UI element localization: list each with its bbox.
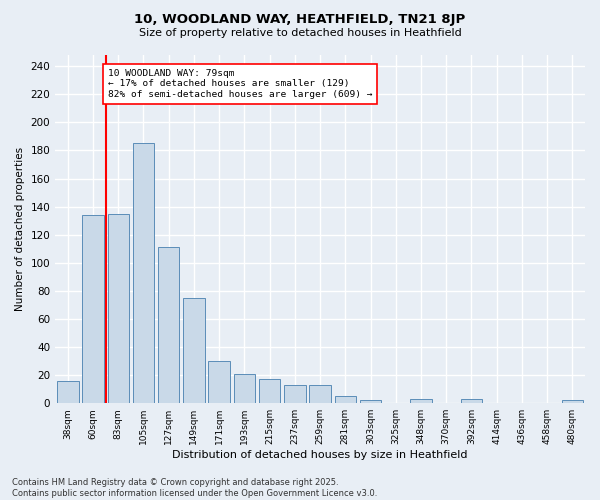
- Bar: [461, 399, 482, 403]
- Bar: [310, 385, 331, 403]
- Bar: [183, 298, 205, 403]
- Y-axis label: Number of detached properties: Number of detached properties: [15, 147, 25, 311]
- Bar: [360, 400, 381, 403]
- Bar: [259, 380, 280, 403]
- Bar: [133, 144, 154, 403]
- Bar: [107, 214, 129, 403]
- Text: 10 WOODLAND WAY: 79sqm
← 17% of detached houses are smaller (129)
82% of semi-de: 10 WOODLAND WAY: 79sqm ← 17% of detached…: [108, 69, 373, 99]
- Text: 10, WOODLAND WAY, HEATHFIELD, TN21 8JP: 10, WOODLAND WAY, HEATHFIELD, TN21 8JP: [134, 12, 466, 26]
- Bar: [562, 400, 583, 403]
- Bar: [233, 374, 255, 403]
- Bar: [335, 396, 356, 403]
- Bar: [284, 385, 305, 403]
- Bar: [57, 380, 79, 403]
- X-axis label: Distribution of detached houses by size in Heathfield: Distribution of detached houses by size …: [172, 450, 468, 460]
- Bar: [158, 248, 179, 403]
- Text: Contains HM Land Registry data © Crown copyright and database right 2025.
Contai: Contains HM Land Registry data © Crown c…: [12, 478, 377, 498]
- Bar: [410, 399, 432, 403]
- Text: Size of property relative to detached houses in Heathfield: Size of property relative to detached ho…: [139, 28, 461, 38]
- Bar: [208, 361, 230, 403]
- Bar: [82, 215, 104, 403]
